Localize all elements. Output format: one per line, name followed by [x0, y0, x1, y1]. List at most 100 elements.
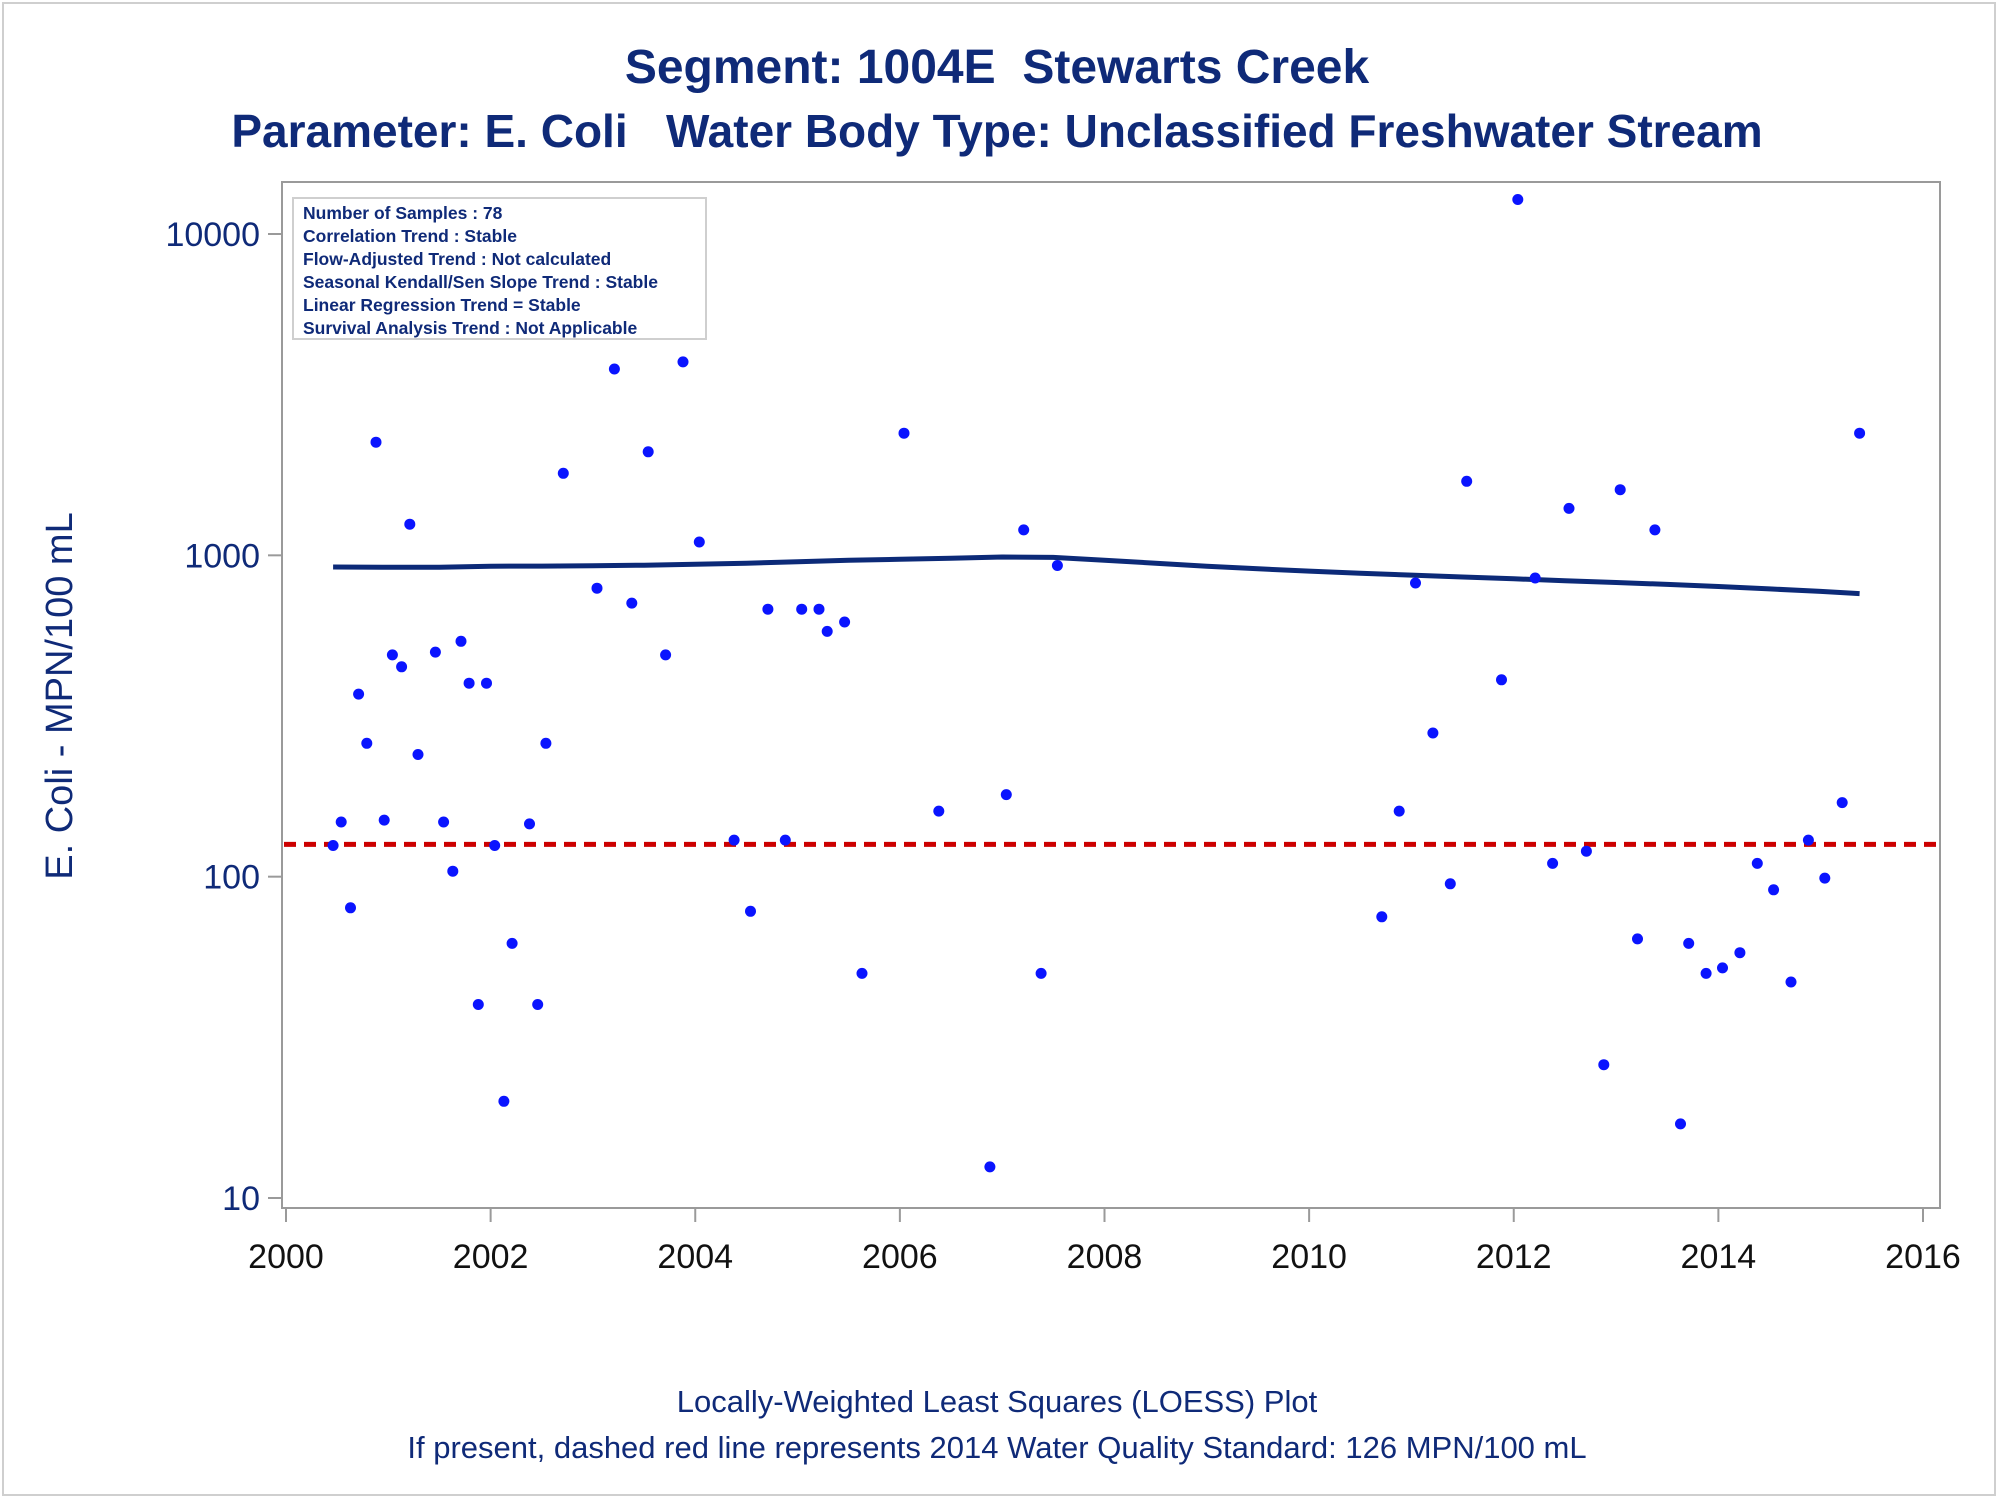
data-point — [1035, 967, 1047, 979]
y-axis: 10 100 1000 10000 — [165, 216, 282, 1218]
x-tick-label: 2004 — [657, 1238, 733, 1276]
y-axis-title: E. Coli - MPN/100 mL — [39, 512, 81, 879]
loess-trend-line — [333, 554, 1860, 597]
data-point — [429, 646, 441, 658]
data-point — [1632, 933, 1643, 945]
stats-line: Correlation Trend : Stable — [303, 226, 517, 246]
data-point — [642, 446, 654, 458]
x-tick-label: 2012 — [1476, 1238, 1552, 1276]
data-point — [1461, 475, 1473, 487]
data-point — [327, 840, 339, 851]
x-tick-label: 2002 — [453, 1238, 529, 1276]
footer-note-2: If present, dashed red line represents 2… — [407, 1430, 1587, 1465]
plot-area — [281, 181, 1941, 1209]
data-point — [839, 616, 851, 628]
data-point — [1547, 857, 1559, 869]
data-point — [626, 597, 638, 609]
data-point — [335, 816, 347, 828]
x-tick-label: 2006 — [862, 1238, 938, 1276]
data-point — [762, 603, 774, 615]
data-point — [779, 834, 791, 846]
data-point — [677, 356, 689, 368]
y-tick-label: 1000 — [184, 537, 260, 575]
data-point — [984, 1161, 996, 1173]
data-point — [345, 902, 356, 914]
data-point — [1563, 502, 1575, 514]
stats-line: Number of Samples : 78 — [303, 203, 503, 223]
data-point — [361, 737, 373, 749]
stats-line: Survival Analysis Trend : Not Applicable — [303, 318, 638, 338]
data-point — [481, 677, 492, 689]
data-point — [1768, 884, 1780, 896]
data-point — [1580, 845, 1592, 857]
data-point — [1785, 976, 1797, 988]
data-point — [1751, 857, 1763, 869]
data-point — [472, 999, 484, 1010]
data-point — [498, 1095, 510, 1107]
stats-line: Seasonal Kendall/Sen Slope Trend : Stabl… — [303, 272, 658, 292]
x-tick-label: 2000 — [248, 1238, 324, 1276]
data-point — [524, 818, 535, 830]
data-point — [463, 677, 475, 689]
data-point — [693, 536, 705, 548]
x-axis: 2000 2002 2004 2006 2008 2010 2012 2014 2016 — [248, 1208, 1961, 1276]
data-point — [813, 603, 825, 615]
data-point — [1819, 872, 1831, 884]
data-point — [591, 582, 603, 594]
x-tick-label: 2016 — [1885, 1238, 1961, 1276]
data-point — [728, 834, 740, 846]
data-point — [1376, 911, 1388, 923]
data-point — [540, 737, 552, 749]
data-point — [1836, 797, 1848, 809]
data-point — [1444, 878, 1456, 890]
data-point — [438, 816, 450, 828]
y-tick-label: 10 — [222, 1180, 260, 1218]
data-point — [532, 999, 544, 1010]
data-point — [506, 937, 518, 949]
data-point — [1000, 789, 1012, 801]
data-point — [933, 805, 945, 817]
data-point — [1018, 524, 1030, 536]
data-point — [1649, 524, 1661, 536]
data-point — [898, 427, 910, 439]
x-tick-label: 2014 — [1681, 1238, 1757, 1276]
data-point — [1614, 484, 1626, 496]
data-point — [608, 363, 620, 375]
data-point — [1496, 674, 1507, 686]
stats-line: Linear Regression Trend = Stable — [303, 295, 581, 315]
data-point — [489, 840, 501, 851]
x-tick-label: 2008 — [1067, 1238, 1143, 1276]
data-point — [557, 467, 569, 479]
data-point — [412, 749, 424, 760]
data-point — [745, 905, 756, 917]
data-point — [660, 649, 672, 661]
chart-subtitle: Parameter: E. Coli Water Body Type: Uncl… — [231, 105, 1763, 157]
data-point — [1700, 967, 1712, 979]
data-point — [396, 661, 408, 673]
data-point — [447, 865, 459, 877]
data-point — [1393, 805, 1405, 817]
data-point — [1410, 577, 1421, 589]
data-point — [1717, 962, 1728, 974]
data-point — [821, 625, 833, 637]
x-tick-label: 2010 — [1271, 1238, 1347, 1276]
data-point — [1598, 1059, 1610, 1071]
footer-note-1: Locally-Weighted Least Squares (LOESS) P… — [676, 1384, 1318, 1419]
data-point — [353, 688, 365, 700]
data-point — [1734, 947, 1746, 959]
data-point — [1854, 427, 1866, 439]
data-point — [404, 518, 416, 530]
data-point — [386, 649, 398, 661]
data-point — [856, 967, 868, 979]
data-point — [455, 635, 467, 647]
data-point — [1051, 560, 1063, 571]
data-point — [1529, 572, 1541, 584]
data-point — [1802, 834, 1814, 846]
data-points — [327, 194, 1866, 1173]
data-point — [1512, 194, 1524, 205]
y-tick-label: 100 — [203, 859, 260, 897]
data-point — [1675, 1118, 1686, 1130]
data-point — [1683, 937, 1695, 949]
